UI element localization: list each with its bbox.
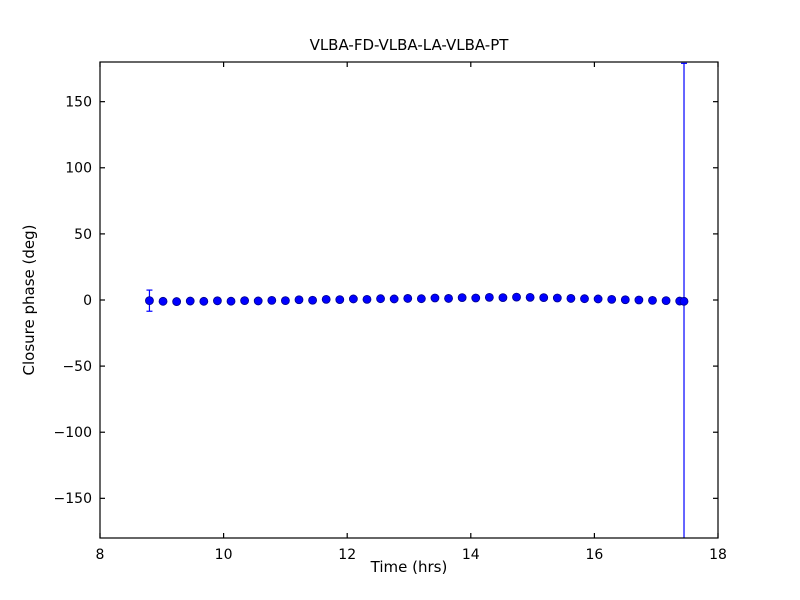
data-point xyxy=(471,293,481,303)
data-point xyxy=(580,294,589,304)
data-point xyxy=(430,293,440,303)
data-point xyxy=(457,293,467,303)
data-point xyxy=(679,296,689,306)
y-tick-label: 100 xyxy=(65,161,92,177)
data-point xyxy=(444,294,453,303)
data-point xyxy=(348,294,358,304)
chart-title: VLBA-FD-VLBA-LA-VLBA-PT xyxy=(310,36,510,54)
data-point xyxy=(158,296,168,306)
data-point xyxy=(552,293,562,303)
data-point xyxy=(620,295,630,305)
data-point xyxy=(376,294,385,304)
data-point xyxy=(267,295,277,305)
data-point xyxy=(484,292,494,302)
y-tick-label: −150 xyxy=(54,491,92,507)
x-tick-label: 16 xyxy=(585,547,603,563)
data-point xyxy=(648,295,657,305)
data-point xyxy=(593,294,603,304)
data-point xyxy=(607,294,617,304)
data-point xyxy=(525,292,535,302)
x-tick-label: 12 xyxy=(338,547,356,563)
data-point xyxy=(403,294,413,303)
data-point xyxy=(294,295,304,305)
x-tick-label: 14 xyxy=(462,547,480,563)
data-point xyxy=(240,296,250,306)
y-tick-label: 0 xyxy=(83,293,92,309)
y-tick-label: 150 xyxy=(65,95,92,111)
data-series xyxy=(145,62,689,538)
data-point xyxy=(634,295,644,305)
y-tick-label: −50 xyxy=(62,359,92,375)
data-point xyxy=(172,297,182,306)
data-point xyxy=(539,293,549,303)
data-point xyxy=(389,294,399,304)
data-point xyxy=(512,292,521,302)
data-point xyxy=(199,296,209,306)
data-point xyxy=(661,296,671,306)
data-point xyxy=(253,296,263,306)
x-tick-label: 18 xyxy=(709,547,727,563)
plot-area: 8 10 12 14 16 18 −150 −100 −50 0 50 100 150 xyxy=(54,61,727,563)
data-point xyxy=(498,293,508,303)
data-point xyxy=(335,295,345,305)
data-point xyxy=(145,296,154,306)
data-point xyxy=(416,294,426,304)
x-tick-label: 8 xyxy=(96,547,105,563)
data-point xyxy=(362,294,372,304)
data-point xyxy=(321,294,331,304)
y-axis-label: Closure phase (deg) xyxy=(20,225,38,376)
y-tick-label: 50 xyxy=(74,227,92,243)
data-point xyxy=(566,294,576,303)
x-tick-label: 10 xyxy=(215,547,233,563)
data-point xyxy=(280,296,290,306)
y-tick-label: −100 xyxy=(54,425,92,441)
data-point xyxy=(308,295,317,305)
data-point xyxy=(185,296,195,306)
data-point xyxy=(213,296,222,306)
data-point xyxy=(226,296,236,306)
x-axis-label: Time (hrs) xyxy=(370,558,448,576)
